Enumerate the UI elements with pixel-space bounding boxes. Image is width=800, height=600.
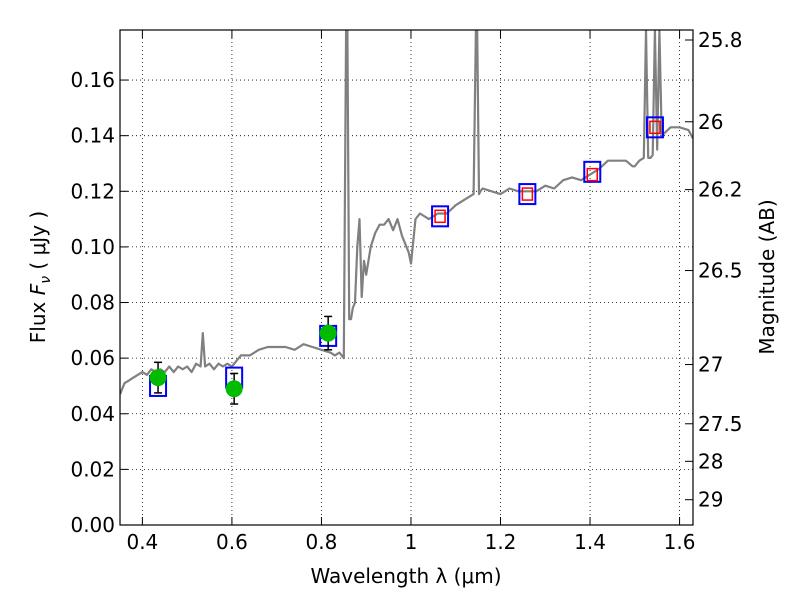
x-tick-label: 1.6 bbox=[664, 530, 696, 554]
y-tick-label: 0.08 bbox=[70, 291, 115, 315]
x-tick-label: 1.4 bbox=[574, 530, 606, 554]
y-tick-label: 0.12 bbox=[70, 179, 115, 203]
y-tick-label: 0.14 bbox=[70, 124, 115, 148]
y-axis-label-subscript: ν bbox=[38, 276, 54, 284]
x-tick-label: 0.6 bbox=[216, 530, 248, 554]
observed-flux-marker bbox=[434, 209, 446, 224]
y2-tick-label: 25.8 bbox=[698, 28, 743, 52]
y2-tick-label: 26.2 bbox=[698, 178, 743, 202]
model-flux-marker bbox=[583, 160, 602, 183]
model-flux-marker bbox=[431, 205, 450, 228]
grid-lines bbox=[120, 30, 693, 526]
y-tick-label: 0.00 bbox=[70, 513, 115, 537]
observed-flux-point bbox=[319, 324, 337, 342]
y2-tick-label: 26 bbox=[698, 110, 723, 134]
y2-tick-label: 27.5 bbox=[698, 412, 743, 436]
model-flux-marker bbox=[645, 116, 664, 139]
y2-axis-label: Magnitude (AB) bbox=[755, 199, 779, 354]
observed-flux-point bbox=[149, 369, 167, 387]
observed-flux-marker bbox=[521, 187, 534, 201]
y-tick-label: 0.06 bbox=[70, 346, 115, 370]
observed-flux-marker bbox=[586, 167, 599, 182]
y2-tick-label: 26.5 bbox=[698, 259, 743, 283]
observed-flux-point bbox=[225, 380, 243, 398]
x-axis-label: Wavelength λ (μm) bbox=[310, 564, 501, 588]
y-axis-label-prefix: Flux bbox=[26, 295, 50, 343]
x-tick-label: 0.4 bbox=[126, 530, 158, 554]
spectrum-line bbox=[120, 30, 693, 395]
y-axis-label: Flux Fν ( μJy ) bbox=[26, 211, 54, 343]
x-tick-label: 1 bbox=[405, 530, 418, 554]
y2-tick-label: 28 bbox=[698, 449, 723, 473]
axis-ticks: 0.4 0.6 0.8 1 1.2 1.4 1.6 0.00 0.02 0.04 0.06 0.08 0… bbox=[70, 28, 742, 554]
x-tick-label: 0.8 bbox=[306, 530, 338, 554]
x-tick-label: 1.2 bbox=[485, 530, 517, 554]
observed-flux-marker bbox=[649, 120, 661, 135]
y-tick-label: 0.04 bbox=[70, 402, 115, 426]
y-tick-label: 0.16 bbox=[70, 68, 115, 92]
y2-tick-label: 27 bbox=[698, 353, 723, 377]
plot-area bbox=[120, 30, 693, 405]
y-tick-label: 0.10 bbox=[70, 235, 115, 259]
y-axis-label-symbol: F bbox=[26, 283, 50, 295]
model-flux-marker bbox=[518, 183, 537, 206]
y-axis-label-unit: ( μJy ) bbox=[26, 211, 50, 276]
plot-frame bbox=[119, 29, 694, 526]
y-tick-label: 0.02 bbox=[70, 457, 115, 481]
y2-tick-label: 29 bbox=[698, 488, 723, 512]
